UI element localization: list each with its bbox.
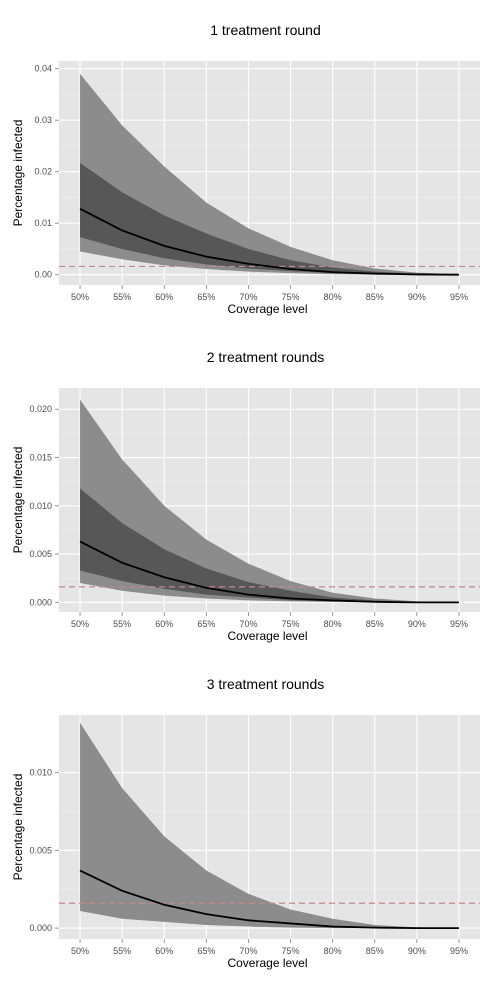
y-tick-label: 0.000 — [29, 923, 52, 933]
y-tick-label: 0.005 — [29, 845, 52, 855]
inner-uncertainty-band — [80, 162, 459, 275]
x-tick-label: 90% — [408, 292, 426, 302]
x-tick-label: 60% — [155, 619, 173, 629]
chart-title: 3 treatment rounds — [207, 676, 325, 692]
y-axis-label: Percentage infected — [11, 774, 25, 881]
x-tick-label: 50% — [71, 619, 89, 629]
x-tick-label: 75% — [282, 946, 300, 956]
y-tick-label: 0.01 — [34, 218, 52, 228]
x-tick-label: 90% — [408, 946, 426, 956]
chart-title: 1 treatment round — [210, 22, 321, 38]
median-line — [79, 207, 459, 276]
y-tick-label: 0.020 — [29, 404, 52, 414]
chart-panel-3: 0.000 0.005 0.010 50% 55% 60% 65% 70% 75% 80% 85% 9… — [11, 676, 480, 970]
y-tick-label: 0.00 — [34, 270, 52, 280]
x-tick-label: 80% — [324, 946, 342, 956]
y-tick-label: 0.015 — [29, 453, 52, 463]
outer-uncertainty-band — [80, 399, 459, 603]
x-tick-label: 90% — [408, 619, 426, 629]
x-tick-label: 70% — [239, 292, 257, 302]
y-tick-label: 0.010 — [29, 768, 52, 778]
x-tick-label: 80% — [324, 292, 342, 302]
y-tick-label: 0.010 — [29, 501, 52, 511]
x-tick-label: 55% — [113, 619, 131, 629]
y-tick-label: 0.005 — [29, 549, 52, 559]
x-tick-label: 95% — [450, 292, 468, 302]
x-axis-label: Coverage level — [227, 629, 307, 643]
x-tick-label: 95% — [450, 946, 468, 956]
x-tick-label: 70% — [239, 946, 257, 956]
median-line — [79, 540, 459, 604]
x-tick-label: 95% — [450, 619, 468, 629]
y-tick-label: 0.000 — [29, 597, 52, 607]
y-axis-label: Percentage infected — [11, 447, 25, 554]
x-tick-label: 55% — [113, 292, 131, 302]
x-tick-label: 60% — [155, 946, 173, 956]
x-tick-label: 55% — [113, 946, 131, 956]
y-tick-label: 0.03 — [34, 115, 52, 125]
median-line — [79, 869, 459, 930]
x-tick-label: 65% — [197, 292, 215, 302]
x-axis-label: Coverage level — [227, 956, 307, 970]
x-tick-label: 65% — [197, 619, 215, 629]
chart-title: 2 treatment rounds — [207, 349, 325, 365]
x-tick-label: 75% — [282, 292, 300, 302]
x-tick-label: 85% — [366, 619, 384, 629]
outer-uncertainty-band — [80, 722, 459, 929]
y-tick-label: 0.02 — [34, 167, 52, 177]
x-tick-label: 65% — [197, 946, 215, 956]
x-tick-label: 70% — [239, 619, 257, 629]
y-axis-label: Percentage infected — [11, 120, 25, 227]
inner-uncertainty-band — [80, 488, 459, 603]
chart-panel-2: 0.000 0.005 0.010 0.015 0.020 50% 55% 60% 65% 70%… — [11, 349, 480, 643]
x-tick-label: 85% — [366, 292, 384, 302]
x-axis-label: Coverage level — [227, 302, 307, 316]
x-tick-label: 80% — [324, 619, 342, 629]
y-tick-label: 0.04 — [34, 64, 52, 74]
x-tick-label: 85% — [366, 946, 384, 956]
x-tick-label: 50% — [71, 946, 89, 956]
chart-panel-1: 0.00 0.01 0.02 0.03 0.04 50% 55% 60% 65% 70% 75% 80… — [11, 22, 480, 316]
x-tick-label: 60% — [155, 292, 173, 302]
x-tick-label: 75% — [282, 619, 300, 629]
x-tick-label: 50% — [71, 292, 89, 302]
